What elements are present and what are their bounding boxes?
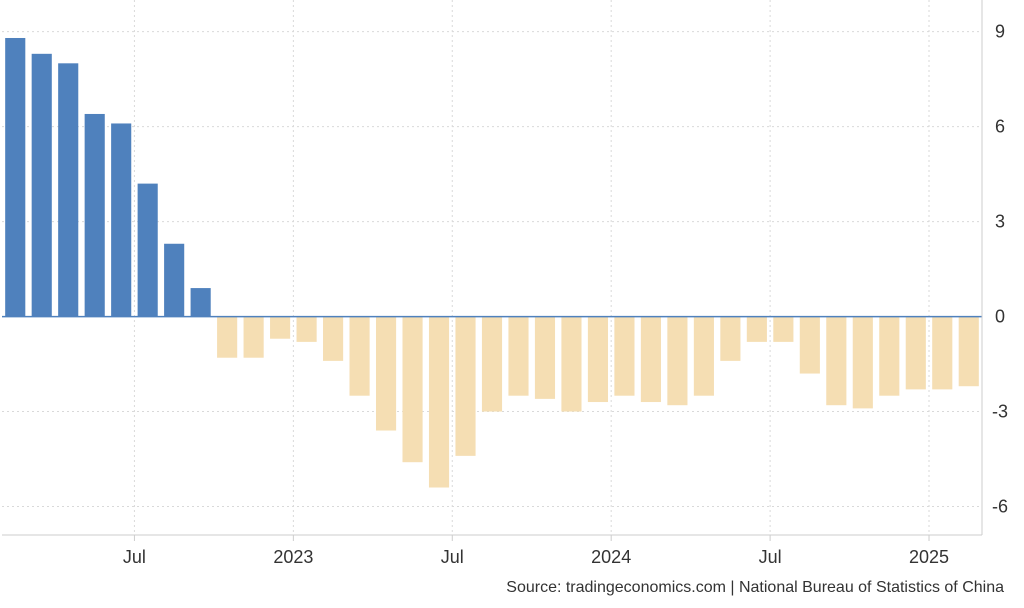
y-tick-label: -6 <box>992 497 1008 517</box>
y-tick-label: -3 <box>992 402 1008 422</box>
bar <box>561 316 582 412</box>
bar <box>137 183 158 317</box>
source-note: Source: tradingeconomics.com | National … <box>506 579 1004 596</box>
bar <box>534 316 556 399</box>
bar <box>428 316 450 488</box>
bar <box>481 316 503 412</box>
x-tick-label: Jul <box>759 547 782 567</box>
bar <box>693 316 714 396</box>
bar <box>614 316 635 396</box>
axes <box>2 0 983 541</box>
bar <box>217 316 238 358</box>
x-tick-label: 2023 <box>273 547 313 567</box>
bar <box>243 316 264 358</box>
bar <box>587 316 609 403</box>
bar <box>508 316 529 396</box>
y-tick-label: 9 <box>995 22 1005 42</box>
y-tick-label: 6 <box>995 117 1005 137</box>
tick-labels: 9 6 3 0 -3 -6 Jul 2023 Jul 2024 Jul 2025 <box>123 22 1008 567</box>
x-tick-label: 2024 <box>591 547 631 567</box>
bar <box>746 316 767 342</box>
bar <box>905 316 926 390</box>
bar <box>667 316 688 406</box>
y-tick-label: 0 <box>995 307 1005 327</box>
x-tick-label: Jul <box>123 547 146 567</box>
bar <box>773 316 794 342</box>
bar <box>799 316 820 374</box>
bar <box>349 316 370 396</box>
bar <box>879 316 900 396</box>
bar <box>455 316 476 456</box>
bar <box>402 316 423 463</box>
bar-chart: 9 6 3 0 -3 -6 Jul 2023 Jul 2024 Jul 2025 <box>2 0 1008 567</box>
bar <box>164 243 185 317</box>
bar <box>720 316 741 361</box>
bar <box>190 288 211 317</box>
bar <box>932 316 953 390</box>
bar <box>323 316 344 361</box>
bar <box>640 316 661 403</box>
bar <box>270 316 291 339</box>
bar <box>5 37 26 317</box>
bar <box>296 316 317 342</box>
x-tick-label: 2025 <box>909 547 949 567</box>
bar <box>852 316 873 409</box>
bar <box>84 113 105 317</box>
bar <box>375 316 397 431</box>
x-tick-label: Jul <box>441 547 464 567</box>
y-tick-label: 3 <box>995 212 1005 232</box>
bar <box>111 123 132 317</box>
bar <box>31 53 52 317</box>
bar <box>826 316 847 406</box>
bar <box>58 63 79 317</box>
bars <box>5 37 979 488</box>
bar <box>958 316 979 387</box>
